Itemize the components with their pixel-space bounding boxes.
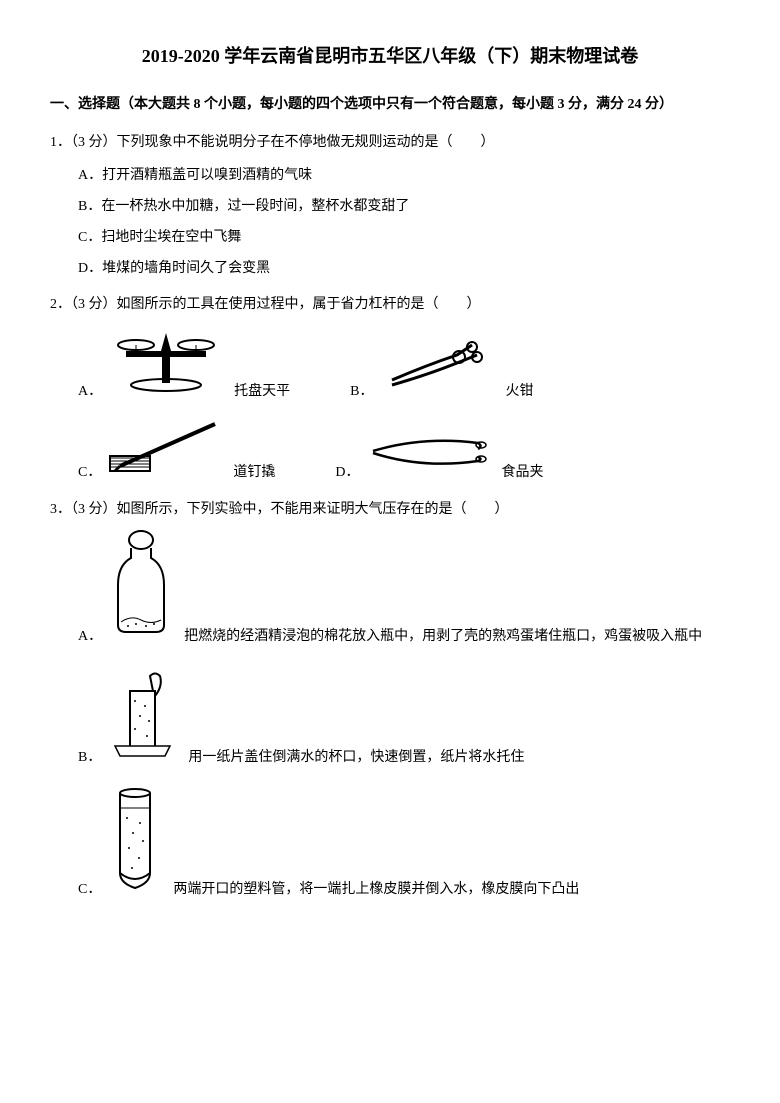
q3-c-letter: C． — [78, 877, 101, 902]
q3-stem: 3．（3 分）如图所示，下列实验中，不能用来证明大气压存在的是（ ） — [50, 497, 730, 522]
q1-option-b: B．在一杯热水中加糖，过一段时间，整杯水都变甜了 — [50, 194, 730, 219]
balance-scale-icon — [106, 325, 226, 404]
q3-option-a: A． 把燃烧的经酒精浸泡的棉花放入瓶中，用剥了壳的熟鸡蛋堵住瓶口，鸡蛋被吸入瓶中 — [50, 530, 730, 649]
q3-a-letter: A． — [78, 624, 102, 649]
question-2: 2．（3 分）如图所示的工具在使用过程中，属于省力杠杆的是（ ） A． — [50, 292, 730, 486]
food-clip-icon — [363, 431, 493, 485]
q2-a-letter: A． — [78, 379, 102, 404]
q1-option-a: A．打开酒精瓶盖可以嗅到酒精的气味 — [50, 163, 730, 188]
q3-c-text: 两端开口的塑料管，将一端扎上橡皮膜并倒入水，橡皮膜向下凸出 — [173, 877, 579, 902]
q1-option-d: D．堆煤的墙角时间久了会变黑 — [50, 256, 730, 281]
plastic-tube-icon — [105, 783, 165, 902]
question-3: 3．（3 分）如图所示，下列实验中，不能用来证明大气压存在的是（ ） A． 把燃… — [50, 497, 730, 902]
bottle-egg-icon — [106, 530, 176, 649]
q3-b-letter: B． — [78, 745, 101, 770]
q2-b-letter: B． — [350, 379, 373, 404]
crowbar-icon — [105, 416, 225, 485]
q3-a-text: 把燃烧的经酒精浸泡的棉花放入瓶中，用剥了壳的熟鸡蛋堵住瓶口，鸡蛋被吸入瓶中 — [184, 624, 702, 649]
q3-option-c: C． 两端开口的塑料管，将一端扎上橡皮膜并倒入水，橡皮膜向下凸出 — [50, 783, 730, 902]
q2-option-d: D． 食品夹 — [335, 431, 543, 485]
q3-b-text: 用一纸片盖住倒满水的杯口，快速倒置，纸片将水托住 — [188, 745, 524, 770]
q1-stem: 1．（3 分）下列现象中不能说明分子在不停地做无规则运动的是（ ） — [50, 130, 730, 155]
q2-d-label: 食品夹 — [501, 460, 543, 485]
q2-a-label: 托盘天平 — [234, 379, 290, 404]
q1-option-c: C．扫地时尘埃在空中飞舞 — [50, 225, 730, 250]
q2-b-label: 火钳 — [505, 379, 533, 404]
q2-c-letter: C． — [78, 460, 101, 485]
q2-d-letter: D． — [335, 460, 359, 485]
q2-c-label: 道钉撬 — [233, 460, 275, 485]
fire-tongs-icon — [377, 335, 497, 404]
section-1-header: 一、选择题（本大题共 8 个小题，每小题的四个选项中只有一个符合题意，每小题 3… — [50, 92, 730, 117]
q2-option-a: A． 托盘天平 — [78, 325, 290, 404]
q2-stem: 2．（3 分）如图所示的工具在使用过程中，属于省力杠杆的是（ ） — [50, 292, 730, 317]
q2-option-b: B． 火钳 — [350, 335, 533, 404]
q2-option-c: C． 道钉撬 — [78, 416, 275, 485]
exam-title: 2019-2020 学年云南省昆明市五华区八年级（下）期末物理试卷 — [50, 40, 730, 72]
q3-option-b: B． 用一纸片盖住倒满水的杯口，快速倒置，纸片将水托住 — [50, 661, 730, 770]
cup-paper-icon — [105, 661, 180, 770]
question-1: 1．（3 分）下列现象中不能说明分子在不停地做无规则运动的是（ ） A．打开酒精… — [50, 130, 730, 282]
